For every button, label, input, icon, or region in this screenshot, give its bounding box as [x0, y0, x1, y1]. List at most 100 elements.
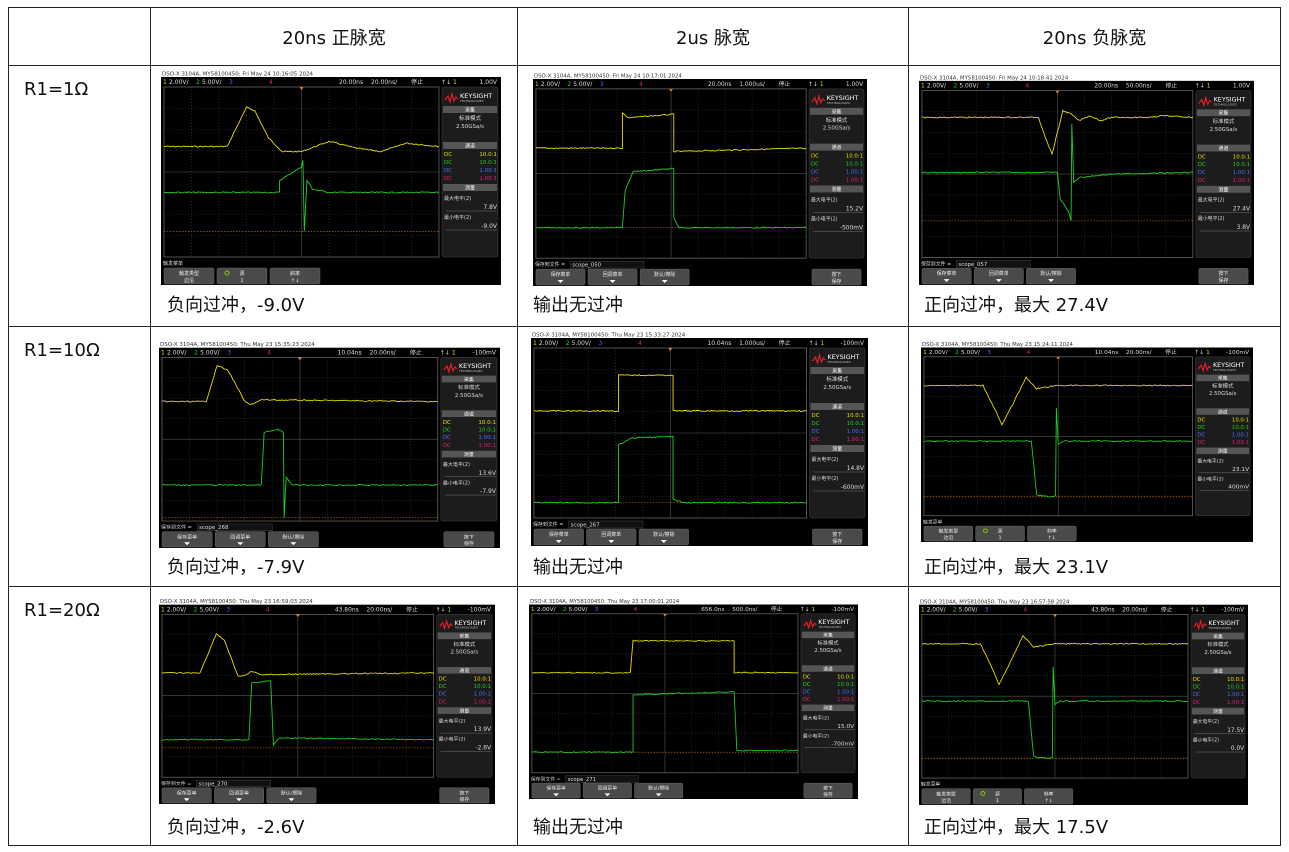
file-name-field[interactable] — [565, 775, 639, 783]
acquisition-title: 采集 — [823, 632, 833, 639]
max-level-value: 14.8V — [847, 465, 865, 472]
acquisition-title: 采集 — [832, 108, 842, 115]
brand-subtitle: TECHNOLOGIES — [459, 99, 484, 103]
arrow-down-icon — [237, 542, 244, 546]
max-level-value: 13.9V — [474, 727, 491, 733]
channel-probe-ratio: 1.00:1 — [478, 443, 496, 449]
min-level-value: 400mV — [1228, 485, 1249, 491]
softkey-1[interactable]: 回调菜单 — [586, 528, 637, 546]
softkey-2-label: 默认/擦除 — [1040, 270, 1061, 277]
softkey-1[interactable]: 回调菜单 — [214, 787, 264, 804]
channel-coupling: DC — [439, 692, 447, 698]
softkey-0[interactable]: 保存菜单 — [161, 531, 213, 548]
softkey-1[interactable]: 源1 — [216, 267, 268, 285]
ch2-number: 2 — [566, 340, 570, 347]
measure-title: 测量 — [1219, 186, 1229, 193]
keysight-logo-icon — [803, 618, 817, 630]
softkey-1-label: 源 — [995, 790, 1000, 797]
softkey-1[interactable]: 回调菜单 — [973, 268, 1024, 285]
softkey-2[interactable]: 斜率↑↓ — [1027, 525, 1077, 542]
softkey-2[interactable]: 默认/擦除 — [638, 528, 689, 546]
softkey-2[interactable]: 斜率↑↓ — [269, 267, 321, 285]
softkey-press-save-value: 保存 — [1219, 277, 1229, 284]
sample-rate: 2.50GSa/s — [1204, 650, 1231, 656]
trigger-slope-icon: ↑↓ — [436, 606, 446, 613]
max-level-label: 最大电平(2) — [1198, 197, 1225, 204]
softkey-press-save-value: 保存 — [823, 791, 833, 798]
softkey-2[interactable]: 斜率↑↓ — [1024, 788, 1074, 805]
arrow-down-icon — [557, 280, 564, 284]
arrow-down-icon — [290, 542, 297, 546]
ch2-waveform — [533, 435, 807, 504]
softkey-0-label: 保存菜单 — [551, 271, 571, 278]
ch1-scale: 2.00V/ — [167, 351, 186, 357]
file-name-field[interactable] — [570, 260, 645, 269]
file-name-field[interactable] — [956, 260, 1031, 268]
softkey-0-label: 保存菜单 — [177, 533, 197, 540]
min-level-value: -500mV — [840, 224, 863, 231]
trigger-slope-icon: ↑↓ — [800, 606, 810, 613]
softkey-2[interactable]: 默认/擦除 — [639, 268, 690, 286]
ch1-number: 1 — [531, 607, 535, 613]
sample-rate: 2.50GSa/s — [814, 648, 841, 654]
side-panel — [436, 614, 493, 778]
keysight-logo-icon — [439, 618, 453, 631]
file-name-field[interactable] — [196, 523, 273, 531]
channel-probe-ratio: 1.00:1 — [1232, 432, 1249, 438]
run-state: 停止 — [1165, 348, 1177, 356]
softkey-1[interactable]: 源1 — [975, 525, 1025, 542]
file-name-field[interactable] — [568, 520, 644, 529]
ch4-number: 4 — [1024, 607, 1028, 613]
softkey-2-label: 斜率 — [1047, 528, 1057, 535]
softkey-2-label: 默认/擦除 — [281, 789, 303, 796]
max-level-label: 最大电平(2) — [1197, 458, 1224, 465]
keysight-logo-icon — [811, 93, 826, 106]
channel-coupling: DC — [444, 152, 452, 158]
file-name-field[interactable] — [196, 779, 271, 787]
softkey-2[interactable]: 默认/擦除 — [634, 782, 684, 799]
ch2-scale: 5.00V/ — [573, 81, 592, 88]
ch2-scale: 5.00V/ — [961, 350, 980, 356]
ch1-number: 1 — [923, 350, 927, 356]
header-2us-pulse: 2us 脉宽 — [517, 7, 909, 66]
acquisition-title: 采集 — [1219, 110, 1229, 117]
softkey-press-save-value: 保存 — [459, 796, 469, 803]
acquisition-mode: 标准模式 — [459, 114, 482, 122]
brand-subtitle: TECHNOLOGIES — [1213, 102, 1237, 106]
scope-cell: DSO-X 3104A, MY58100450: Thu May 23 16:5… — [150, 586, 518, 846]
channel-probe-ratio: 1.00:1 — [1233, 178, 1250, 184]
channel-probe-ratio: 1.00:1 — [478, 435, 496, 441]
softkey-0[interactable]: 保存菜单 — [921, 268, 972, 285]
brand-name: KEYSIGHT — [454, 620, 486, 627]
softkey-0-value: 边沿 — [184, 277, 194, 284]
softkey-2[interactable]: 默认/擦除 — [266, 787, 317, 804]
softkey-2[interactable]: 默认/擦除 — [268, 531, 319, 548]
softkey-0[interactable]: 保存菜单 — [533, 528, 584, 546]
channel-probe-ratio: 1.00:1 — [837, 689, 854, 695]
softkey-1[interactable]: 回调菜单 — [587, 268, 638, 286]
softkey-0-label: 触发类型 — [939, 528, 959, 535]
softkey-1[interactable]: 回调菜单 — [582, 782, 632, 799]
softkey-0[interactable]: 保存菜单 — [535, 268, 586, 286]
softkey-0[interactable]: 保存菜单 — [531, 782, 581, 799]
softkey-1[interactable]: 源1 — [972, 788, 1022, 805]
softkey-2-label: 斜率 — [290, 270, 300, 277]
softkey-0[interactable]: 保存菜单 — [161, 787, 212, 804]
softkey-1[interactable]: 回调菜单 — [214, 531, 266, 548]
oscilloscope-screenshot: DSO-X 3104A, MY58100450: Thu May 23 16:5… — [919, 597, 1248, 805]
scope-cell: DSO-X 3104A, MY58100450: Thu May 23 15:3… — [150, 326, 518, 587]
min-level-value: -9.0V — [481, 223, 498, 230]
arrow-down-icon — [608, 540, 615, 543]
channel-coupling: DC — [443, 428, 451, 434]
sample-rate: 2.50GSa/s — [1209, 391, 1237, 397]
softkey-2[interactable]: 默认/擦除 — [1026, 268, 1076, 285]
